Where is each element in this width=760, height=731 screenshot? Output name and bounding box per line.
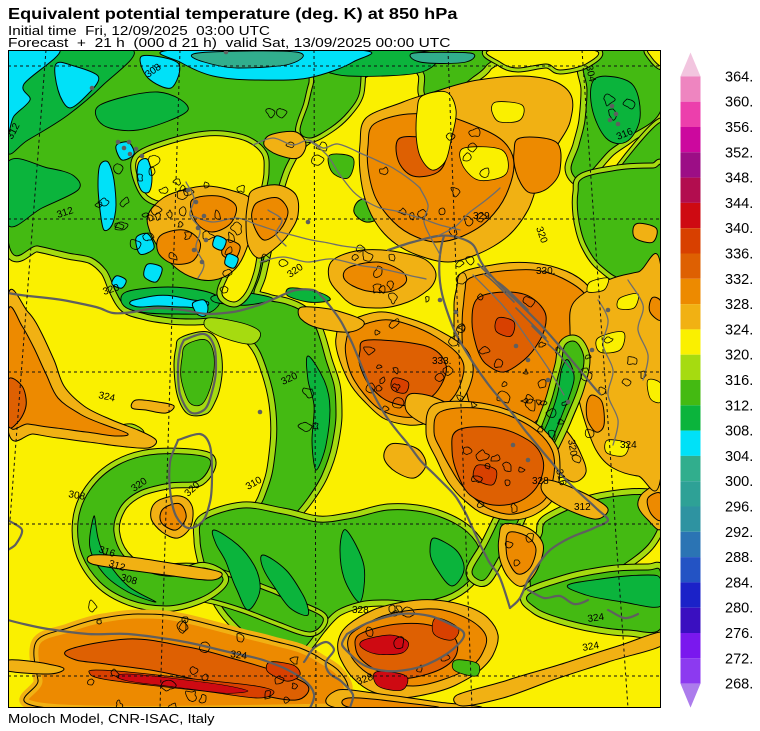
svg-text:288.: 288. xyxy=(725,550,753,566)
svg-text:308: 308 xyxy=(67,489,86,503)
svg-text:324: 324 xyxy=(97,390,116,404)
svg-text:348.: 348. xyxy=(725,171,753,187)
svg-text:316: 316 xyxy=(553,468,568,487)
svg-text:312.: 312. xyxy=(725,398,753,414)
svg-text:280.: 280. xyxy=(725,601,753,617)
svg-text:320: 320 xyxy=(565,439,579,458)
svg-text:316.: 316. xyxy=(725,373,753,389)
svg-text:272.: 272. xyxy=(725,651,753,667)
svg-text:276.: 276. xyxy=(725,626,753,642)
svg-text:344.: 344. xyxy=(725,196,753,212)
svg-text:312: 312 xyxy=(56,205,76,221)
svg-text:333.: 333. xyxy=(432,356,451,367)
svg-text:300.: 300. xyxy=(725,474,753,490)
svg-text:324: 324 xyxy=(587,612,605,625)
svg-text:330.: 330. xyxy=(536,266,555,277)
svg-text:320.: 320. xyxy=(725,348,753,364)
svg-text:304: 304 xyxy=(583,64,597,83)
svg-text:356.: 356. xyxy=(725,120,753,136)
svg-text:324: 324 xyxy=(620,440,637,451)
svg-text:304.: 304. xyxy=(725,449,753,465)
svg-text:312: 312 xyxy=(574,502,591,513)
svg-text:352.: 352. xyxy=(725,145,753,161)
svg-text:328: 328 xyxy=(532,476,549,487)
svg-text:324: 324 xyxy=(230,649,248,662)
svg-text:364.: 364. xyxy=(725,69,753,85)
svg-text:329: 329 xyxy=(473,211,490,222)
svg-text:336.: 336. xyxy=(725,247,753,263)
svg-text:320: 320 xyxy=(102,282,122,298)
svg-text:296.: 296. xyxy=(725,500,753,516)
svg-text:292.: 292. xyxy=(725,525,753,541)
svg-text:324.: 324. xyxy=(725,322,753,338)
svg-text:360.: 360. xyxy=(725,95,753,111)
svg-text:284.: 284. xyxy=(725,575,753,591)
svg-text:268.: 268. xyxy=(725,677,753,693)
svg-text:308.: 308. xyxy=(725,424,753,440)
svg-text:308: 308 xyxy=(119,572,138,587)
svg-text:340.: 340. xyxy=(725,221,753,237)
svg-text:332.: 332. xyxy=(725,272,753,288)
svg-text:312: 312 xyxy=(107,558,127,574)
svg-text:328.: 328. xyxy=(725,297,753,313)
svg-text:328: 328 xyxy=(352,605,369,616)
svg-text:324: 324 xyxy=(582,640,601,654)
svg-text:316: 316 xyxy=(97,544,117,560)
